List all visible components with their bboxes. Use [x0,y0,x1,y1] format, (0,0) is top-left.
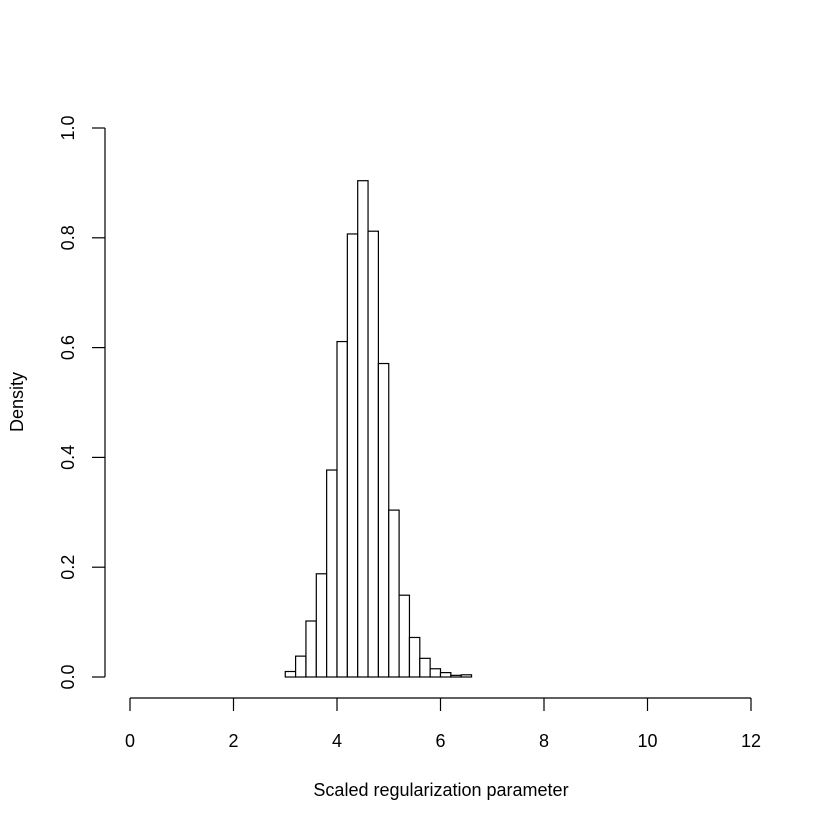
x-axis: 0 2 4 6 8 10 12 [125,697,761,751]
histogram-bar [419,657,431,678]
x-tick-label: 0 [125,731,135,751]
histogram-bar [439,672,452,678]
y-tick-label: 0.6 [58,335,78,360]
y-tick-label: 1.0 [58,115,78,140]
histogram-bar [326,469,338,678]
x-tick-label: 10 [637,731,657,751]
y-axis-label: Density [7,372,27,432]
x-axis-label: Scaled regularization parameter [313,780,568,800]
x-tick-label: 2 [228,731,238,751]
y-axis: 0.0 0.2 0.4 0.6 0.8 1.0 [58,115,106,690]
x-tick-label: 4 [332,731,342,751]
histogram-bars [284,180,473,678]
histogram-bar [346,233,359,678]
histogram-bar [284,670,297,678]
y-tick-label: 0.2 [58,555,78,580]
x-tick-label: 6 [435,731,445,751]
histogram-bar [429,668,442,678]
histogram-bar [357,180,369,678]
histogram-bar [367,230,379,678]
histogram-bar [450,674,462,678]
histogram-bar [377,362,390,678]
y-tick-label: 0.0 [58,664,78,689]
y-tick-label: 0.8 [58,225,78,250]
x-tick-label: 12 [741,731,761,751]
x-tick-label: 8 [539,731,549,751]
histogram-bar [460,674,473,678]
y-tick-label: 0.4 [58,445,78,470]
histogram-bar [408,636,421,678]
histogram-bar [398,594,411,678]
histogram-bar [295,655,307,678]
histogram-bar [388,509,400,678]
histogram-bar [315,573,328,678]
histogram-bar [336,340,348,678]
histogram-bar [305,620,317,678]
